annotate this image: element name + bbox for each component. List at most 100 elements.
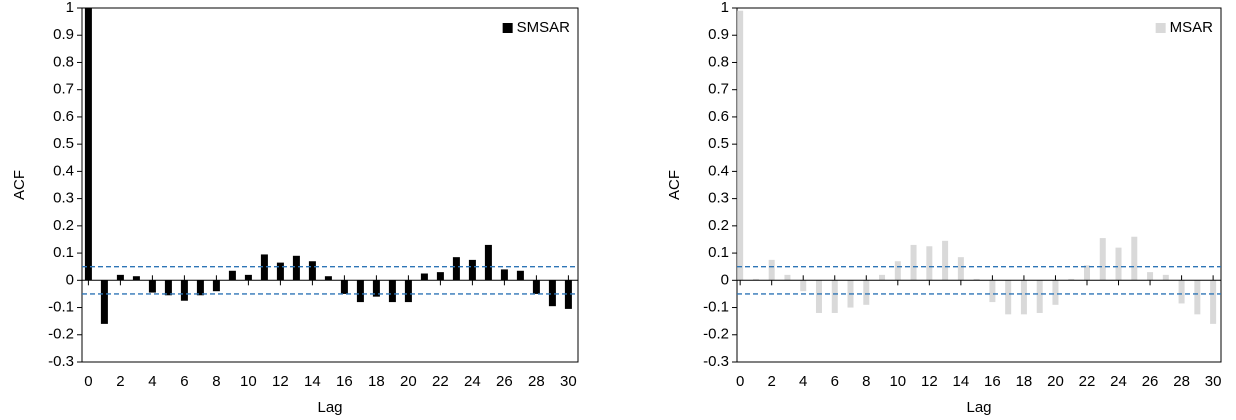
x-tick-label: 14 <box>953 373 970 390</box>
bar <box>879 274 886 281</box>
bar <box>1052 280 1059 305</box>
bar <box>116 274 124 281</box>
x-tick-label: 10 <box>889 373 906 390</box>
bar <box>815 280 822 313</box>
bar <box>356 280 364 303</box>
bar <box>468 259 476 281</box>
x-tick-label: 22 <box>1079 373 1096 390</box>
x-axis-label: Lag <box>317 399 342 416</box>
bar <box>1178 280 1185 304</box>
legend-label: SMSAR <box>517 19 571 36</box>
bar <box>894 261 901 281</box>
legend-label: MSAR <box>1170 19 1214 36</box>
y-tick-label: 0 <box>721 271 729 288</box>
y-tick-label: 0 <box>66 271 74 288</box>
y-axis-label: ACF <box>11 170 28 200</box>
chart: 1 0.9 0.8 0.7 0.6 0.5 0.4 0.3 0.2 0.1 0 -0.1 -0.2 -0.… <box>11 0 579 416</box>
bar <box>308 261 316 281</box>
y-tick-label: 0.7 <box>708 81 729 98</box>
x-tick-label: 6 <box>831 373 839 390</box>
bar <box>737 10 744 281</box>
bar <box>1210 280 1217 324</box>
x-tick-label: 22 <box>432 373 449 390</box>
x-tick-label: 14 <box>304 373 321 390</box>
bar <box>768 259 775 281</box>
bar <box>228 270 236 281</box>
bar <box>1162 274 1169 281</box>
bar <box>260 254 268 281</box>
bar <box>164 280 172 296</box>
bar <box>1099 238 1106 281</box>
x-tick-label: 8 <box>862 373 870 390</box>
bar <box>926 246 933 281</box>
x-tick-label: 20 <box>1047 373 1064 390</box>
bar <box>1115 247 1122 281</box>
y-tick-label: 0.8 <box>708 53 729 70</box>
x-tick-label: 24 <box>1110 373 1127 390</box>
bar <box>1147 272 1154 281</box>
bar <box>973 278 980 281</box>
y-tick-label: -0.3 <box>48 353 74 370</box>
bar <box>180 280 188 301</box>
x-tick-label: 2 <box>116 373 124 390</box>
y-tick-label: 0.9 <box>708 26 729 43</box>
y-tick-label: 0.6 <box>708 108 729 125</box>
y-tick-label: 0.3 <box>708 190 729 207</box>
bar <box>276 262 284 281</box>
x-tick-label: 18 <box>1016 373 1033 390</box>
y-tick-label: 1 <box>721 0 729 16</box>
bar <box>292 255 300 281</box>
y-tick-label: 0.8 <box>53 53 74 70</box>
x-tick-label: 0 <box>84 373 92 390</box>
x-tick-label: 28 <box>1173 373 1190 390</box>
x-tick-label: 2 <box>768 373 776 390</box>
bar <box>500 269 508 281</box>
bar <box>244 274 252 281</box>
legend-swatch <box>502 23 513 33</box>
x-tick-label: 26 <box>1142 373 1159 390</box>
x-tick-label: 30 <box>560 373 577 390</box>
x-tick-label: 20 <box>400 373 417 390</box>
bar <box>752 278 759 281</box>
y-axis-label: ACF <box>666 170 683 200</box>
bar <box>516 270 524 281</box>
plot-frame <box>81 7 579 363</box>
x-tick-label: 26 <box>496 373 513 390</box>
y-tick-label: -0.1 <box>703 299 729 316</box>
bar <box>196 280 204 296</box>
bar <box>148 280 156 293</box>
bar <box>1036 280 1043 313</box>
x-tick-label: 16 <box>336 373 353 390</box>
bar <box>436 272 444 281</box>
y-tick-label: 0.1 <box>708 244 729 261</box>
bar <box>340 280 348 294</box>
bar <box>942 240 949 281</box>
x-axis-label: Lag <box>966 399 991 416</box>
bar <box>372 280 380 297</box>
x-tick-label: 12 <box>921 373 938 390</box>
y-tick-label: -0.3 <box>703 353 729 370</box>
bar <box>484 244 492 281</box>
bar <box>1020 280 1027 315</box>
x-tick-label: 10 <box>240 373 257 390</box>
y-tick-label: -0.2 <box>703 326 729 343</box>
x-tick-label: 16 <box>984 373 1001 390</box>
bar <box>1068 278 1075 281</box>
bar <box>84 8 92 281</box>
legend-swatch <box>1155 23 1166 33</box>
bar <box>532 280 540 294</box>
bar <box>800 280 807 292</box>
y-tick-label: 0.6 <box>53 108 74 125</box>
x-tick-label: 12 <box>272 373 289 390</box>
bar <box>784 274 791 281</box>
y-tick-label: 0.4 <box>53 162 74 179</box>
bar <box>863 280 870 305</box>
plot-frame <box>736 7 1222 363</box>
bar <box>388 280 396 303</box>
y-tick-label: -0.2 <box>48 326 74 343</box>
bar <box>132 276 140 281</box>
bar <box>1005 280 1012 315</box>
bar <box>100 280 108 324</box>
y-tick-label: 0.7 <box>53 81 74 98</box>
